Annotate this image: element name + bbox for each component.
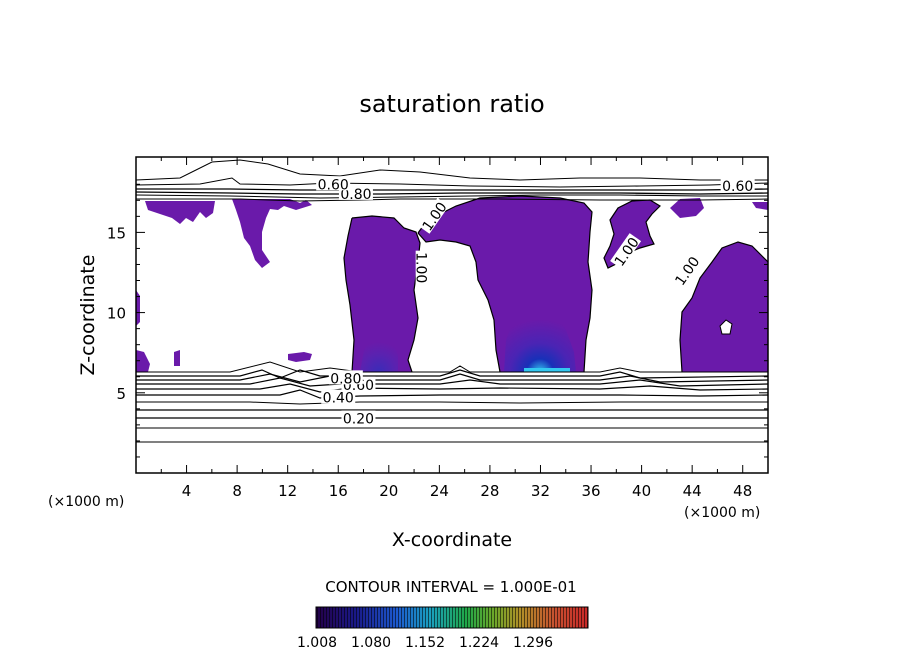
fill-region [288, 352, 312, 362]
contour-label-bg [316, 176, 351, 191]
fill-hole [719, 319, 733, 335]
fill-region [752, 202, 768, 210]
contour-lines [136, 159, 768, 443]
x-unit-label: (×1000 m) [684, 505, 760, 521]
colorbar-tick-label: 1.224 [459, 635, 499, 651]
colorbar-tick-label: 1.296 [513, 635, 553, 651]
fill-region [145, 201, 215, 224]
contour-label: 0.80 [328, 370, 363, 387]
fill-region [344, 216, 420, 372]
contour-line [136, 369, 768, 379]
contour-label-text: 0.20 [343, 411, 374, 427]
contour-label-bg [670, 252, 702, 289]
y-axis-label: Z-coordinate [77, 255, 99, 376]
colorbar: 1.008 1.080 1.152 1.224 1.296 [297, 606, 589, 651]
x-tick-label: 8 [232, 482, 242, 500]
colorbar-tick-label: 1.008 [297, 635, 337, 651]
contour-line [417, 195, 593, 373]
y-tick-label: 15 [107, 224, 126, 242]
z-unit-label: (×1000 m) [48, 494, 124, 510]
contour-line [136, 177, 768, 188]
fill-region [670, 198, 704, 218]
contour-label-text: 0.40 [323, 391, 354, 407]
contour-line [136, 198, 768, 202]
contour-labels: 0.200.400.600.800.600.800.601.001.00 1.00… [316, 176, 755, 427]
colorbar-frame [315, 606, 589, 629]
contour-label-bg [415, 250, 430, 285]
fill-region [136, 290, 140, 326]
x-axis-label: X-coordinate [392, 529, 512, 551]
chart-title: saturation ratio [359, 90, 544, 118]
y-axis-ticks: 5 10 15 [107, 183, 768, 458]
contour-line [136, 373, 768, 383]
contour-line [136, 159, 768, 181]
contour-label-bg [328, 370, 363, 385]
contour-line [136, 361, 768, 373]
contour-line [136, 383, 768, 393]
contour-line [343, 217, 355, 373]
contour-label-text: 0.80 [340, 187, 371, 203]
contour-label: 0.20 [341, 410, 376, 427]
colorbar-tick-labels: 1.008 1.080 1.152 1.224 1.296 [297, 635, 553, 651]
x-tick-label: 28 [480, 482, 499, 500]
y-tick-label: 5 [116, 385, 126, 403]
contour-label-bg [321, 389, 356, 404]
x-axis-ticks: 4 8 12 16 20 24 28 32 36 40 44 48 [160, 157, 752, 500]
fill-region [680, 242, 768, 372]
plume-core-bright [524, 368, 570, 372]
fill-region [136, 350, 150, 372]
plume-core-right [504, 302, 576, 372]
colorbar-tick-label: 1.080 [351, 635, 391, 651]
contour-line [136, 377, 768, 387]
colorbar-stripes [316, 607, 588, 628]
x-tick-label: 44 [683, 482, 702, 500]
contour-line [136, 191, 768, 195]
colorbar-tick-label: 1.152 [405, 635, 445, 651]
contour-line [136, 188, 768, 191]
contour-label: 0.60 [720, 177, 755, 195]
contour-label-text: 0.80 [330, 371, 361, 387]
contour-line [136, 401, 768, 405]
contour-line [136, 389, 768, 399]
contour-line [679, 241, 768, 373]
x-tick-label: 20 [379, 482, 398, 500]
contour-label-text: 0.60 [318, 177, 349, 193]
fill-region [174, 350, 180, 366]
contour-label-bg [417, 197, 449, 234]
x-tick-label: 24 [430, 482, 449, 500]
x-tick-label: 16 [329, 482, 348, 500]
contour-line [136, 194, 768, 199]
plot-frame [135, 156, 769, 474]
contour-label: 0.60 [316, 176, 351, 193]
x-tick-label: 32 [531, 482, 550, 500]
y-tick-label: 10 [107, 305, 126, 323]
x-tick-label: 36 [581, 482, 600, 500]
contour-interval-label: CONTOUR INTERVAL = 1.000E-01 [325, 578, 576, 596]
x-tick-label: 4 [182, 482, 192, 500]
contour-label-text: 1.00 [413, 252, 429, 283]
x-tick-label: 12 [278, 482, 297, 500]
contour-label-bg [341, 410, 376, 425]
saturation-fill-regions [136, 196, 768, 372]
contour-label-text: 0.60 [722, 179, 753, 195]
x-tick-label: 40 [632, 482, 651, 500]
contour-label: 1.00 [413, 250, 430, 285]
contour-line [417, 232, 501, 373]
fill-region [232, 199, 312, 268]
contour-label-bg [610, 233, 642, 270]
contour-label: 0.40 [321, 389, 356, 407]
contour-label-bg [720, 177, 755, 192]
plume-core-left [360, 332, 398, 372]
x-tick-label: 48 [733, 482, 752, 500]
